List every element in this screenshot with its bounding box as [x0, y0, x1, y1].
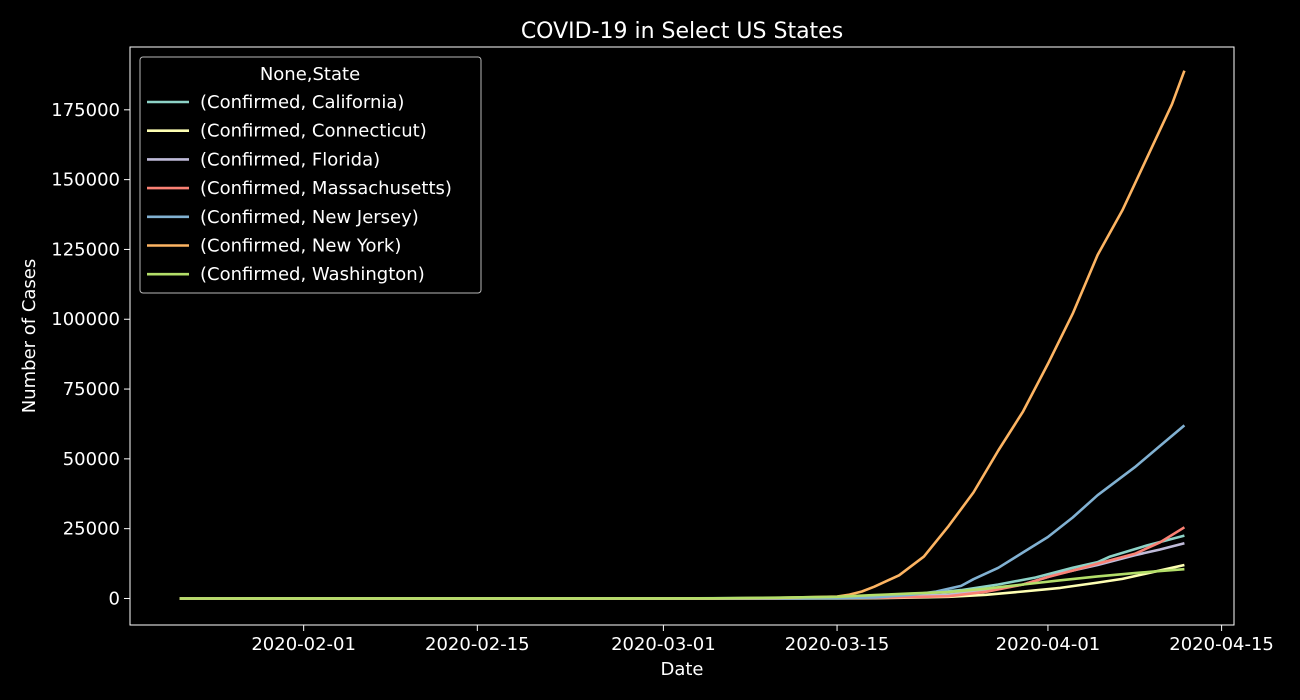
x-tick-label: 2020-04-01 — [996, 634, 1101, 655]
legend-title: None,State — [260, 64, 360, 85]
x-tick-label: 2020-03-15 — [785, 634, 890, 655]
y-axis: 0 25000 50000 75000 100000 125000 150000 175000 — [51, 100, 130, 609]
x-tick-label: 2020-03-01 — [611, 634, 716, 655]
y-tick-label: 0 — [109, 588, 120, 609]
y-tick-label: 50000 — [63, 449, 120, 470]
legend: None,State (Confirmed, California)(Confi… — [139, 56, 482, 294]
x-axis-label: Date — [660, 659, 703, 680]
legend-entry: (Confirmed, California) — [200, 92, 404, 113]
y-tick-label: 125000 — [51, 239, 120, 260]
legend-entry: (Confirmed, New York) — [200, 236, 401, 257]
legend-entry: (Confirmed, Connecticut) — [200, 121, 427, 142]
legend-items: (Confirmed, California) (Confirmed, Conne… — [147, 92, 452, 285]
legend-entry: (Confirmed, Massachusetts) — [200, 178, 452, 199]
y-tick-label: 150000 — [51, 170, 120, 191]
y-tick-label: 175000 — [51, 100, 120, 121]
y-tick-label: 25000 — [63, 519, 120, 540]
y-tick-label: 100000 — [51, 309, 120, 330]
chart-title: COVID-19 in Select US States — [521, 19, 843, 44]
legend-entry: (Confirmed, Florida) — [200, 149, 380, 170]
series-line-6 — [179, 567, 1185, 600]
y-tick-label: 75000 — [63, 379, 120, 400]
legend-entry: (Confirmed, New Jersey) — [200, 207, 419, 228]
x-tick-label: 2020-02-01 — [251, 634, 356, 655]
x-tick-label: 2020-04-15 — [1169, 634, 1274, 655]
legend-entry: (Confirmed, Washington) — [200, 264, 425, 285]
legend-box — [139, 56, 482, 294]
x-tick-label: 2020-02-15 — [425, 634, 530, 655]
x-axis: 2020-02-01 2020-02-15 2020-03-01 2020-03-15… — [251, 625, 1274, 655]
y-axis-label: Number of Cases — [19, 259, 40, 414]
series-layer — [179, 70, 1186, 600]
